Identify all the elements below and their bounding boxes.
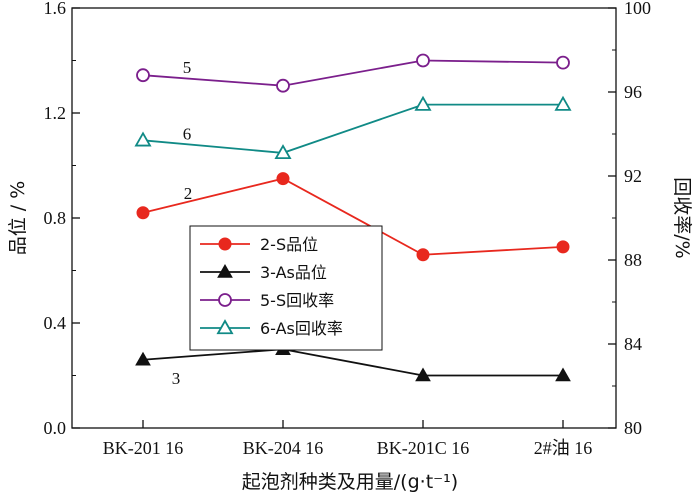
- left-y-axis: 0.0 0.4 0.8 1.2 1.6: [44, 0, 80, 438]
- data-point: [554, 95, 572, 111]
- plot-frame: [71, 7, 617, 429]
- data-point: [556, 55, 570, 70]
- x-tick-label: 2#油 16: [534, 438, 593, 458]
- data-point: [416, 248, 430, 262]
- data-point: [134, 131, 152, 147]
- y-axis-label-left: 品位 / %: [7, 181, 29, 256]
- data-point: [135, 351, 151, 366]
- legend-item: 5-S回收率: [200, 291, 334, 310]
- left-tick-label: 0.0: [44, 418, 67, 438]
- right-tick-label: 84: [624, 334, 642, 354]
- data-point: [414, 95, 432, 111]
- right-tick-label: 96: [624, 82, 642, 102]
- series-annotation: 5: [183, 58, 192, 77]
- series-annotation: 6: [183, 124, 192, 143]
- legend-item: 2-S品位: [200, 235, 318, 254]
- legend-marker: [217, 263, 233, 278]
- legend: 2-S品位 3-As品位 5-S回收率 6-As回收率: [189, 225, 383, 351]
- series-line: [142, 348, 563, 377]
- series-annotation: 2: [184, 184, 193, 203]
- legend-label: 3-As品位: [260, 263, 327, 282]
- series-1: 2: [136, 172, 570, 262]
- series-3: 5: [136, 53, 570, 93]
- series-line: [142, 103, 563, 154]
- legend-label: 5-S回收率: [260, 291, 334, 310]
- x-tick-label: BK-201C 16: [377, 438, 470, 458]
- data-point: [276, 78, 290, 93]
- legend-item: 3-As品位: [200, 263, 327, 282]
- data-point: [136, 68, 150, 83]
- series-line: [142, 177, 564, 256]
- data-point: [274, 144, 292, 160]
- data-point: [415, 367, 431, 382]
- data-point: [556, 240, 570, 254]
- data-point: [416, 53, 430, 68]
- right-tick-label: 92: [624, 166, 642, 186]
- right-tick-label: 80: [624, 418, 642, 438]
- left-tick-label: 0.8: [44, 208, 67, 228]
- right-y-axis: 80 84 88 92 96 100: [608, 0, 651, 438]
- legend-item: 6-As回收率: [200, 319, 343, 338]
- right-tick-label: 88: [624, 250, 642, 270]
- x-axis-label: 起泡剂种类及用量/(g·t⁻¹): [242, 471, 458, 493]
- legend-label: 6-As回收率: [260, 319, 343, 338]
- y-axis-label-right: 回收率/%: [671, 177, 693, 258]
- x-tick-label: BK-201 16: [103, 438, 184, 458]
- legend-marker: [218, 293, 232, 307]
- left-tick-label: 1.6: [44, 0, 67, 18]
- series-line: [142, 59, 564, 87]
- legend-label: 2-S品位: [260, 235, 318, 254]
- data-point: [555, 367, 571, 382]
- x-axis: BK-201 16 BK-204 16 BK-201C 16 2#油 16: [103, 420, 593, 458]
- series-annotation: 3: [172, 369, 181, 388]
- left-tick-label: 0.4: [44, 313, 67, 333]
- data-point: [276, 172, 290, 186]
- series-layer: 2 3 5 6: [134, 53, 572, 388]
- right-tick-label: 100: [624, 0, 651, 18]
- data-point: [136, 206, 150, 220]
- legend-marker: [218, 237, 232, 251]
- series-4: 6: [134, 95, 572, 160]
- left-tick-label: 1.2: [44, 103, 67, 123]
- legend-marker: [216, 319, 234, 335]
- series-2: 3: [135, 341, 571, 388]
- x-tick-label: BK-204 16: [243, 438, 324, 458]
